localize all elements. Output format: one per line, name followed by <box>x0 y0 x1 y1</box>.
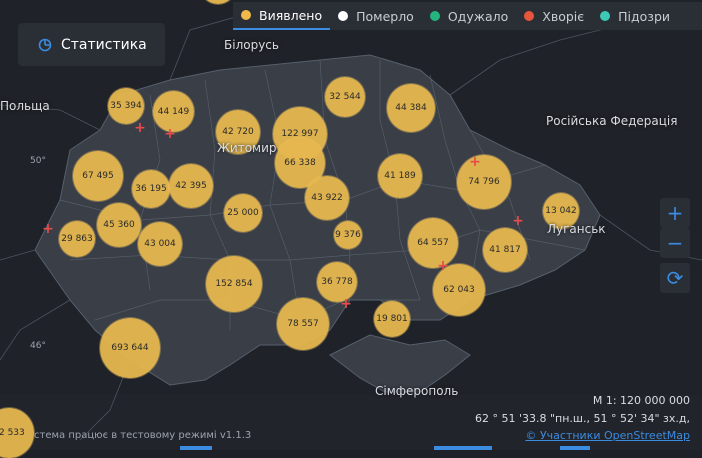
legend-dot-icon <box>429 11 440 21</box>
bubble-label: 32 544 <box>329 92 361 102</box>
bottom-accent-bar <box>434 446 492 450</box>
bubble-label: 36 778 <box>321 277 353 287</box>
legend-dot-icon <box>338 11 349 21</box>
city-label-simferopol: Сімферополь <box>375 384 459 398</box>
bubble-label: 19 801 <box>376 314 408 324</box>
bubble-label: 62 043 <box>443 285 475 295</box>
region-bubble[interactable]: 152 854 <box>206 256 262 312</box>
hospital-marker-icon[interactable]: + <box>164 126 176 142</box>
bubble-label: 9 376 <box>335 230 361 240</box>
region-bubble[interactable]: 25 000 <box>224 194 262 232</box>
statistics-button[interactable]: Статистика <box>18 23 165 66</box>
hospital-marker-icon[interactable]: + <box>437 258 449 274</box>
legend-item-died[interactable]: Померло <box>330 2 422 30</box>
zoom-in-button[interactable]: + <box>660 198 690 228</box>
hospital-marker-icon[interactable]: + <box>340 296 352 312</box>
legend-item-suspected[interactable]: Підозри <box>592 2 678 30</box>
coordinates-readout: 62 ° 51 '33.8 "пн.ш., 51 ° 52' 34" зх.д, <box>474 412 690 425</box>
latitude-label: 46° <box>30 341 46 351</box>
region-bubble[interactable]: 36 195 <box>132 170 170 208</box>
hospital-marker-icon[interactable]: + <box>469 154 481 170</box>
bubble-label: 44 384 <box>395 103 427 113</box>
bottom-accent-bar <box>560 446 590 450</box>
latitude-label: 50° <box>30 156 46 166</box>
region-bubble[interactable]: 9 376 <box>334 221 362 249</box>
bubble-label: 35 394 <box>110 101 142 111</box>
country-label-russia: Російська Федерація <box>546 114 678 128</box>
region-bubble[interactable]: 693 644 <box>100 318 160 378</box>
region-bubble[interactable]: 78 557 <box>277 298 329 350</box>
pie-chart-icon <box>38 38 52 51</box>
city-label-luhansk: Луганськ <box>547 222 606 236</box>
legend-item-detected[interactable]: Виявлено <box>233 2 331 30</box>
bubble-label: 41 189 <box>384 171 416 181</box>
zoom-out-button[interactable]: − <box>660 228 690 258</box>
bubble-label: 64 557 <box>417 238 449 248</box>
bottom-accent-bar <box>180 446 212 450</box>
legend-label: Померло <box>356 8 414 24</box>
region-bubble[interactable]: 43 922 <box>305 176 349 220</box>
minus-icon: − <box>666 231 684 255</box>
region-bubble[interactable]: 35 394 <box>108 88 144 124</box>
legend-label: Виявлено <box>259 7 323 23</box>
legend-item-recovered[interactable]: Одужало <box>422 2 516 30</box>
bubble-label: 42 395 <box>175 181 207 191</box>
legend-dot-icon <box>600 11 611 21</box>
legend-label: Хворіє <box>542 8 585 24</box>
hospital-marker-icon[interactable]: + <box>42 221 54 237</box>
bubble-label: 74 796 <box>468 177 500 187</box>
sea-shading <box>0 395 702 450</box>
region-bubble[interactable]: 74 796 <box>457 155 511 209</box>
refresh-icon: ⟳ <box>666 266 684 290</box>
legend-dot-icon <box>241 10 251 20</box>
bubble-label: 44 149 <box>157 106 190 117</box>
legend-label: Підозри <box>618 8 671 24</box>
region-bubble[interactable]: 41 189 <box>378 154 422 198</box>
bubble-label: 72 533 <box>0 428 25 438</box>
region-bubble[interactable]: 32 544 <box>325 77 365 117</box>
bubble-label: 42 720 <box>222 127 254 137</box>
version-status-text: стема працює в тестовому режимі v1.1.3 <box>34 430 252 441</box>
bubble-label: 36 195 <box>135 184 167 194</box>
bubble-label: 41 817 <box>489 245 521 255</box>
legend-dot-icon <box>524 11 535 21</box>
bubble-label: 152 854 <box>215 279 253 289</box>
region-bubble[interactable]: 43 004 <box>138 222 182 266</box>
region-bubble[interactable]: 72 533 <box>0 408 34 458</box>
hospital-marker-icon[interactable]: + <box>512 213 524 229</box>
legend-label: Одужало <box>447 8 509 24</box>
region-bubble[interactable]: 42 395 <box>169 164 213 208</box>
region-bubble[interactable]: 41 817 <box>483 228 527 272</box>
statistics-button-label: Статистика <box>61 36 147 53</box>
region-bubble[interactable]: 67 495 <box>73 151 123 201</box>
region-bubble[interactable]: 45 360 <box>97 203 141 247</box>
reset-view-button[interactable]: ⟳ <box>660 263 690 293</box>
legend-bar: Виявлено Померло Одужало Хворіє Підозри <box>233 2 702 30</box>
bubble-label: 13 042 <box>545 206 577 216</box>
crimea-territory <box>329 334 471 393</box>
attribution-link[interactable]: © Участники OpenStreetMap <box>525 429 690 442</box>
city-label-zhytomyr: Житомир <box>217 141 277 155</box>
bubble-label: 78 557 <box>287 319 319 329</box>
bubble-label: 43 922 <box>311 193 343 203</box>
bubble-label: 25 000 <box>227 208 259 218</box>
region-bubble[interactable]: 29 863 <box>59 221 95 257</box>
plus-icon: + <box>666 201 684 225</box>
bubble-label: 67 495 <box>82 171 114 181</box>
region-bubble[interactable]: 44 384 <box>387 84 435 132</box>
region-bubble-partial[interactable] <box>200 0 236 4</box>
bubble-label: 29 863 <box>61 234 93 244</box>
region-bubble[interactable]: 64 557 <box>408 218 458 268</box>
bubble-label: 43 004 <box>144 239 176 249</box>
bubble-label: 693 644 <box>111 343 149 353</box>
legend-item-sick[interactable]: Хворіє <box>516 2 592 30</box>
hospital-marker-icon[interactable]: + <box>134 120 146 136</box>
scale-readout: M 1: 120 000 000 <box>592 394 690 407</box>
bubble-label: 66 338 <box>284 158 316 168</box>
country-label-belarus: Білорусь <box>224 38 279 52</box>
bubble-label: 45 360 <box>103 220 135 230</box>
region-bubble[interactable]: 19 801 <box>374 301 410 337</box>
country-label-poland: Польща <box>0 99 50 113</box>
